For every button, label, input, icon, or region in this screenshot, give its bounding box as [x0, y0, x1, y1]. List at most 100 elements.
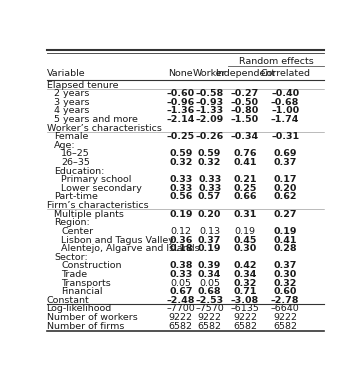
Text: –0.50: –0.50	[231, 98, 259, 107]
Text: 0.33: 0.33	[169, 175, 192, 184]
Text: –0.25: –0.25	[167, 132, 195, 141]
Text: –1.36: –1.36	[167, 106, 195, 116]
Text: 0.13: 0.13	[199, 227, 220, 236]
Text: Log-likelihood: Log-likelihood	[47, 304, 112, 313]
Text: Transports: Transports	[61, 279, 111, 288]
Text: 0.20: 0.20	[198, 210, 221, 219]
Text: 6582: 6582	[197, 322, 222, 330]
Text: 0.56: 0.56	[169, 193, 192, 202]
Text: 0.41: 0.41	[233, 158, 257, 167]
Text: 0.42: 0.42	[233, 262, 257, 270]
Text: 0.57: 0.57	[198, 193, 221, 202]
Text: 0.34: 0.34	[198, 270, 221, 279]
Text: 9222: 9222	[197, 313, 222, 322]
Text: –1.33: –1.33	[196, 106, 224, 116]
Text: 0.33: 0.33	[169, 270, 192, 279]
Text: Variable: Variable	[47, 69, 85, 78]
Text: Worker: Worker	[193, 69, 226, 78]
Text: 4 years: 4 years	[55, 106, 90, 116]
Text: –2.48: –2.48	[166, 296, 195, 305]
Text: 0.36: 0.36	[169, 235, 192, 244]
Text: –0.58: –0.58	[196, 89, 224, 98]
Text: 0.05: 0.05	[199, 279, 220, 288]
Text: Firm’s characteristics: Firm’s characteristics	[47, 201, 148, 210]
Text: 0.30: 0.30	[274, 270, 297, 279]
Text: Primary school: Primary school	[61, 175, 131, 184]
Text: Lower secondary: Lower secondary	[61, 184, 142, 193]
Text: Age:: Age:	[55, 141, 76, 150]
Text: 0.31: 0.31	[233, 210, 257, 219]
Text: 0.45: 0.45	[233, 235, 257, 244]
Text: 0.32: 0.32	[233, 279, 257, 288]
Text: –0.40: –0.40	[271, 89, 299, 98]
Text: 0.59: 0.59	[198, 149, 221, 158]
Text: 0.28: 0.28	[273, 244, 297, 253]
Text: 0.37: 0.37	[274, 158, 297, 167]
Text: –0.96: –0.96	[167, 98, 195, 107]
Text: 0.59: 0.59	[169, 149, 192, 158]
Text: Number of firms: Number of firms	[47, 322, 124, 330]
Text: 0.17: 0.17	[273, 175, 297, 184]
Text: 0.21: 0.21	[233, 175, 257, 184]
Text: 0.41: 0.41	[273, 235, 297, 244]
Text: Constant: Constant	[47, 296, 89, 305]
Text: –2.14: –2.14	[167, 115, 195, 124]
Text: 6582: 6582	[169, 322, 193, 330]
Text: Number of workers: Number of workers	[47, 313, 137, 322]
Text: –6640: –6640	[271, 304, 300, 313]
Text: 26–35: 26–35	[61, 158, 90, 167]
Text: –7570: –7570	[195, 304, 224, 313]
Text: 0.62: 0.62	[273, 193, 297, 202]
Text: 9222: 9222	[273, 313, 297, 322]
Text: 3 years: 3 years	[55, 98, 90, 107]
Text: Region:: Region:	[55, 218, 90, 227]
Text: 0.25: 0.25	[233, 184, 257, 193]
Text: –0.60: –0.60	[167, 89, 195, 98]
Text: 0.12: 0.12	[170, 227, 191, 236]
Text: 0.37: 0.37	[198, 235, 221, 244]
Text: Female: Female	[55, 132, 89, 141]
Text: 0.69: 0.69	[273, 149, 297, 158]
Text: 0.18: 0.18	[169, 244, 193, 253]
Text: –6135: –6135	[230, 304, 259, 313]
Text: 0.66: 0.66	[233, 193, 257, 202]
Text: 16–25: 16–25	[61, 149, 90, 158]
Text: None: None	[169, 69, 193, 78]
Text: –0.31: –0.31	[271, 132, 299, 141]
Text: 9222: 9222	[233, 313, 257, 322]
Text: 0.33: 0.33	[198, 184, 221, 193]
Text: 0.32: 0.32	[169, 158, 192, 167]
Text: –0.93: –0.93	[196, 98, 224, 107]
Text: 0.05: 0.05	[170, 279, 191, 288]
Text: 0.27: 0.27	[273, 210, 297, 219]
Text: 0.19: 0.19	[273, 227, 297, 236]
Text: 0.39: 0.39	[198, 262, 221, 270]
Text: 9222: 9222	[169, 313, 193, 322]
Text: Lisbon and Tagus Valley: Lisbon and Tagus Valley	[61, 235, 174, 244]
Text: –1.50: –1.50	[231, 115, 259, 124]
Text: Financial: Financial	[61, 287, 103, 296]
Text: 0.32: 0.32	[198, 158, 221, 167]
Text: 0.67: 0.67	[169, 287, 192, 296]
Text: 0.37: 0.37	[274, 262, 297, 270]
Text: –0.26: –0.26	[196, 132, 224, 141]
Text: 6582: 6582	[273, 322, 297, 330]
Text: Education:: Education:	[55, 167, 105, 176]
Text: Worker’s characteristics: Worker’s characteristics	[47, 124, 161, 133]
Text: –2.53: –2.53	[196, 296, 224, 305]
Text: 0.19: 0.19	[169, 210, 192, 219]
Text: Center: Center	[61, 227, 93, 236]
Text: 2 years: 2 years	[55, 89, 90, 98]
Text: Construction: Construction	[61, 262, 122, 270]
Text: 0.33: 0.33	[169, 184, 192, 193]
Text: Sector:: Sector:	[55, 253, 88, 262]
Text: –0.68: –0.68	[271, 98, 299, 107]
Text: Elapsed tenure: Elapsed tenure	[47, 81, 118, 89]
Text: –7700: –7700	[166, 304, 195, 313]
Text: 6582: 6582	[233, 322, 257, 330]
Text: 0.68: 0.68	[198, 287, 221, 296]
Text: 0.32: 0.32	[274, 279, 297, 288]
Text: 0.20: 0.20	[274, 184, 297, 193]
Text: 0.19: 0.19	[234, 227, 255, 236]
Text: Multiple plants: Multiple plants	[55, 210, 124, 219]
